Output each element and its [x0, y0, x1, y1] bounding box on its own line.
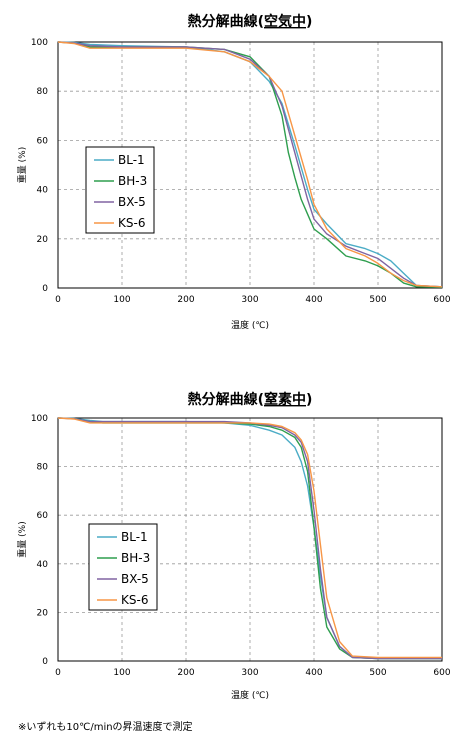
air-x-tick-400: 400: [305, 295, 322, 305]
nitrogen-x-axis-label: 温度 (℃): [231, 689, 269, 701]
air-y-tick-20: 20: [37, 235, 49, 245]
air-legend-label-bx-5: BX-5: [118, 195, 146, 209]
chart-nitrogen-svg: 熱分解曲線(窒素中) 0 100 200 300 400 500 600 0 20 40 60 80 10…: [16, 391, 451, 701]
air-y-tick-0: 0: [42, 284, 48, 294]
nitrogen-x-tick-0: 0: [55, 668, 61, 678]
air-plot-area: [57, 41, 443, 289]
nitrogen-y-tick-0: 0: [42, 657, 48, 667]
nitrogen-legend-label-ks-6: KS-6: [121, 593, 148, 607]
air-y-tick-60: 60: [37, 136, 49, 146]
air-x-tick-0: 0: [55, 295, 61, 305]
air-legend: BL-1 BH-3 BX-5 KS-6: [85, 146, 155, 234]
nitrogen-x-tick-600: 600: [433, 668, 450, 678]
chart-nitrogen: 熱分解曲線(窒素中) 0 100 200 300 400 500 600 0 20 40 60 80 10…: [0, 376, 468, 716]
chart-air: 熱分解曲線(空気中) 0 100 200 300 400 500 600 0 20 40 60 80 10…: [0, 0, 468, 360]
nitrogen-x-tick-500: 500: [369, 668, 386, 678]
air-y-tick-100: 100: [31, 38, 48, 48]
nitrogen-legend: BL-1 BH-3 BX-5 KS-6: [88, 523, 158, 611]
nitrogen-y-tick-80: 80: [37, 463, 49, 473]
air-x-tick-200: 200: [177, 295, 194, 305]
chart-air-svg: 熱分解曲線(空気中) 0 100 200 300 400 500 600 0 20 40 60 80 10…: [16, 13, 451, 331]
nitrogen-series-ks-6: [57, 417, 442, 659]
nitrogen-y-axis-label: 重量 (%): [16, 521, 28, 557]
air-legend-label-bl-1: BL-1: [118, 153, 145, 167]
air-x-axis-label: 温度 (℃): [231, 319, 269, 331]
air-y-axis-label: 重量 (%): [16, 147, 28, 183]
air-title: 熱分解曲線(空気中): [188, 13, 313, 30]
air-legend-box: [85, 146, 155, 234]
footnote: ※いずれも10℃/minの昇温速度で測定: [18, 722, 193, 733]
air-x-tick-600: 600: [433, 295, 450, 305]
air-x-tick-100: 100: [113, 295, 130, 305]
nitrogen-x-tick-300: 300: [241, 668, 258, 678]
air-series-ks-6: [57, 41, 443, 288]
nitrogen-y-tick-100: 100: [31, 414, 48, 424]
nitrogen-x-tick-400: 400: [305, 668, 322, 678]
nitrogen-legend-label-bx-5: BX-5: [121, 572, 149, 586]
air-legend-label-bh-3: BH-3: [118, 174, 147, 188]
nitrogen-plot-area: [57, 417, 443, 662]
nitrogen-legend-box: [88, 523, 158, 611]
air-y-tick-80: 80: [37, 87, 49, 97]
air-x-tick-300: 300: [241, 295, 258, 305]
nitrogen-legend-label-bl-1: BL-1: [121, 530, 148, 544]
nitrogen-x-tick-200: 200: [177, 668, 194, 678]
nitrogen-y-tick-20: 20: [37, 608, 49, 618]
nitrogen-series-bx-5: [57, 417, 442, 660]
air-series-bl-1: [57, 41, 443, 288]
nitrogen-y-tick-60: 60: [37, 511, 49, 521]
air-x-tick-500: 500: [369, 295, 386, 305]
nitrogen-title: 熱分解曲線(窒素中): [188, 391, 313, 408]
air-series-bx-5: [57, 41, 443, 288]
nitrogen-y-tick-40: 40: [37, 560, 49, 570]
nitrogen-legend-label-bh-3: BH-3: [121, 551, 150, 565]
nitrogen-x-tick-100: 100: [113, 668, 130, 678]
air-legend-label-ks-6: KS-6: [118, 216, 145, 230]
air-y-tick-40: 40: [37, 186, 49, 196]
